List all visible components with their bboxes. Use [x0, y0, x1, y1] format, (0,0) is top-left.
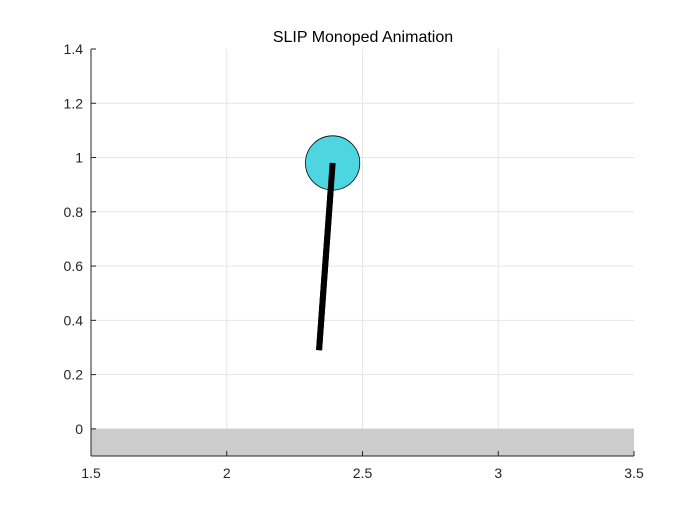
y-tick-label-4: 0.8 — [64, 204, 84, 220]
y-tick-label-2: 0.4 — [64, 312, 84, 328]
leg-line-overlay — [316, 162, 336, 351]
plot-area: 1.5 2 2.5 3 3.5 0 0.2 0.4 0.6 0.8 1 1.2 1.4 — [64, 41, 644, 481]
y-tick-label-0: 0 — [75, 421, 83, 437]
y-tick-label-5: 1 — [75, 150, 83, 166]
x-tick-label-0: 1.5 — [81, 465, 101, 481]
chart-title: SLIP Monoped Animation — [273, 29, 453, 46]
y-tick-label-1: 0.2 — [64, 367, 84, 383]
y-tick-label-6: 1.2 — [64, 95, 84, 111]
x-tick-label-4: 3.5 — [624, 465, 644, 481]
x-tick-label-2: 2.5 — [353, 465, 373, 481]
y-tick-label-7: 1.4 — [64, 41, 84, 57]
x-tick-label-1: 2 — [223, 465, 231, 481]
x-tick-label-3: 3 — [494, 465, 502, 481]
y-tick-label-3: 0.6 — [64, 258, 84, 274]
